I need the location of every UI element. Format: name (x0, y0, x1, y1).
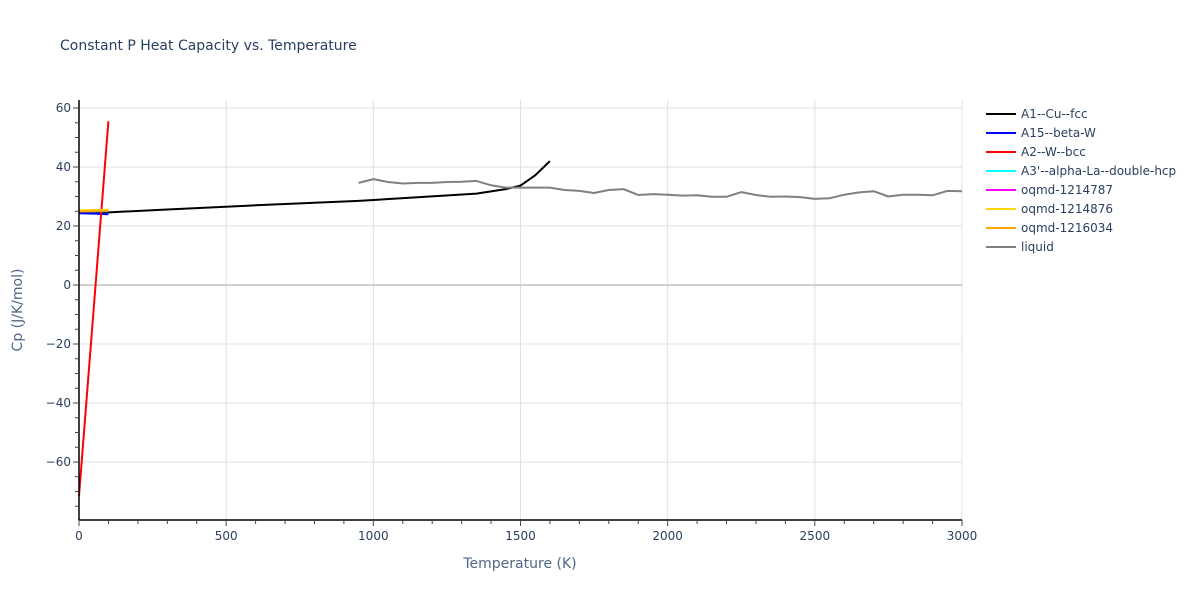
series-line-oqmd-1216034[interactable] (78, 209, 109, 213)
legend-label: A15--beta-W (1021, 126, 1096, 140)
x-tick-label: 1500 (505, 529, 536, 543)
x-tick-label: 0 (75, 529, 83, 543)
series-line-a1-cu-fcc[interactable] (78, 160, 551, 214)
chart-title: Constant P Heat Capacity vs. Temperature (60, 38, 357, 54)
legend-item[interactable]: A15--beta-W (986, 126, 1096, 140)
y-tick-label: 60 (56, 101, 71, 115)
legend-label: oqmd-1214787 (1021, 183, 1113, 197)
legend-item[interactable]: liquid (986, 240, 1054, 254)
y-axis-title: Cp (J/K/mol) (10, 269, 26, 352)
x-tick-label: 3000 (947, 529, 978, 543)
plot-area[interactable] (78, 121, 963, 496)
legend-label: liquid (1021, 240, 1054, 254)
y-tick-label: 20 (56, 219, 71, 233)
axes: 0 500 1000 1500 2000 2500 3000 −60 −40 −20 0 20 40 60 (46, 100, 978, 543)
legend-label: A2--W--bcc (1021, 145, 1086, 159)
legend-label: A3'--alpha-La--double-hcp (1021, 164, 1176, 178)
legend-item[interactable]: oqmd-1216034 (986, 221, 1113, 235)
legend[interactable]: A1--Cu--fcc A15--beta-W A2--W--bcc A3'--alp… (986, 107, 1176, 254)
x-axis-title: Temperature (K) (462, 556, 576, 572)
y-tick-label: −40 (46, 396, 71, 410)
y-tick-label: −60 (46, 455, 71, 469)
legend-item[interactable]: A1--Cu--fcc (986, 107, 1088, 121)
series-line-liquid[interactable] (358, 178, 963, 200)
legend-item[interactable]: A3'--alpha-La--double-hcp (986, 164, 1176, 178)
series-line-a2-w-bcc[interactable] (78, 121, 110, 496)
legend-item[interactable]: oqmd-1214787 (986, 183, 1113, 197)
y-tick-label: −20 (46, 337, 71, 351)
x-tick-label: 500 (215, 529, 238, 543)
legend-item[interactable]: oqmd-1214876 (986, 202, 1113, 216)
y-tick-label: 40 (56, 160, 71, 174)
legend-label: oqmd-1214876 (1021, 202, 1113, 216)
legend-label: A1--Cu--fcc (1021, 107, 1088, 121)
grid (79, 100, 963, 520)
legend-label: oqmd-1216034 (1021, 221, 1113, 235)
y-tick-label: 0 (63, 278, 71, 292)
x-tick-label: 2500 (800, 529, 831, 543)
x-tick-label: 1000 (358, 529, 389, 543)
legend-item[interactable]: A2--W--bcc (986, 145, 1086, 159)
x-tick-label: 2000 (652, 529, 683, 543)
series-line-a15-beta-w[interactable] (78, 212, 109, 216)
